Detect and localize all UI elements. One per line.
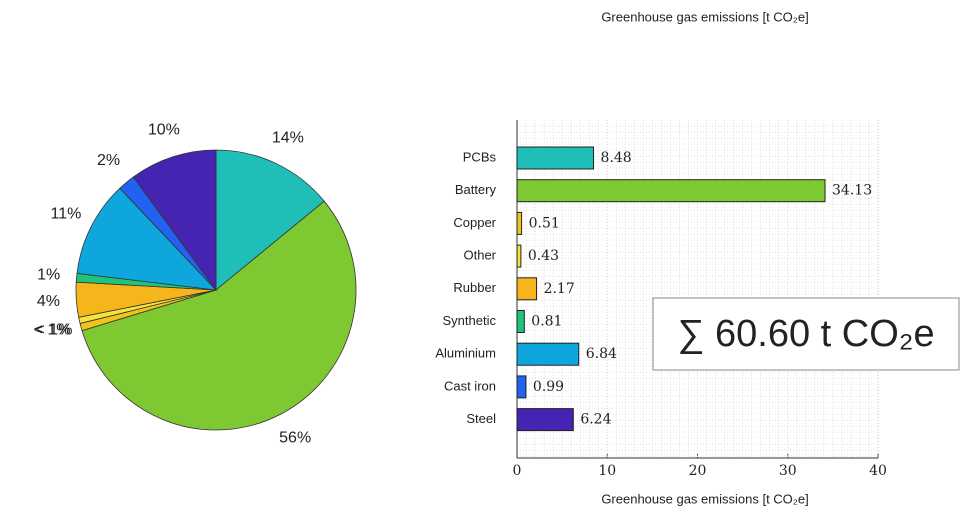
bar	[516, 342, 580, 366]
bar	[516, 179, 826, 203]
bar	[516, 408, 574, 432]
pie-label: 10%	[148, 122, 180, 139]
pie-label: 2%	[97, 152, 120, 169]
x-tick-label: 0	[513, 463, 522, 479]
value-label: 0.51	[529, 215, 560, 231]
x-tick-label: 30	[779, 463, 797, 479]
pie-label: 11%	[51, 206, 82, 223]
chart-title: Greenhouse gas emissions [t CO₂e]	[601, 9, 808, 24]
bar	[516, 310, 525, 333]
value-label: 6.24	[580, 412, 611, 428]
bar	[516, 211, 523, 235]
pie-slice	[132, 149, 217, 292]
pie-label: 4%	[37, 293, 60, 310]
value-label: 0.99	[533, 379, 564, 395]
bar	[516, 244, 522, 268]
pie-label: 14%	[272, 129, 304, 146]
y-tick-label: Cast iron	[444, 378, 496, 393]
value-label: 6.84	[586, 346, 617, 362]
bar	[516, 375, 527, 399]
value-label: 0.81	[531, 314, 562, 330]
x-tick-label: 10	[598, 463, 616, 479]
pie-slice	[81, 200, 357, 431]
pie-label: 56%	[279, 429, 311, 446]
y-tick-label: PCBs	[463, 149, 497, 164]
y-tick-label: Battery	[455, 182, 497, 197]
value-label: 0.43	[528, 248, 559, 264]
x-axis-label: Greenhouse gas emissions [t CO₂e]	[601, 491, 808, 506]
pie-label: < 1%	[36, 322, 73, 339]
pie-label: < 1%	[34, 322, 71, 339]
pie-slice	[215, 149, 325, 291]
bar	[516, 277, 538, 301]
y-tick-label: Rubber	[453, 280, 496, 295]
x-tick-label: 40	[869, 463, 887, 479]
x-tick-label: 20	[689, 463, 707, 479]
y-tick-label: Copper	[453, 215, 496, 230]
y-tick-label: Steel	[466, 411, 496, 426]
value-label: 2.17	[544, 281, 575, 297]
pie-slice	[76, 187, 218, 291]
y-tick-label: Aluminium	[435, 346, 496, 361]
y-tick-label: Other	[463, 248, 496, 263]
annotation: ∑ 60.60 t CO₂e	[677, 313, 934, 355]
value-label: 34.13	[832, 183, 872, 199]
y-tick-label: Synthetic	[443, 313, 497, 328]
bar	[516, 146, 595, 170]
annotation-box	[652, 297, 960, 371]
pie-label: 1%	[37, 267, 60, 284]
value-label: 8.48	[601, 150, 632, 166]
